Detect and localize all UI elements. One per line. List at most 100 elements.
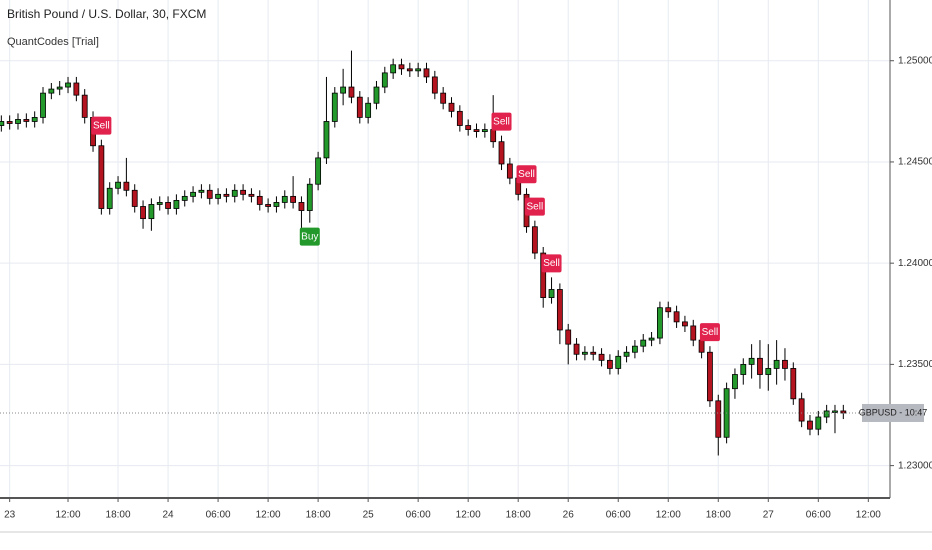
candle-body [290,195,297,203]
candle-body [807,420,813,430]
candle-body [73,82,80,96]
candle-body [640,339,647,347]
candle-body [265,204,272,207]
signal-text: Sell [543,258,560,269]
candle-body [173,200,180,209]
x-tick-label: 18:00 [706,510,731,521]
candle-body [440,92,447,104]
candle-body [732,374,738,390]
x-tick-label: 12:00 [456,510,481,521]
signal-label: Sell [516,165,537,184]
candle-body [798,398,805,422]
candle-body [623,351,630,357]
signal-box [699,323,720,342]
signal-text: Sell [493,116,510,127]
candle-body [506,163,513,179]
candle-body [481,129,488,132]
candle-body [340,86,347,94]
candle-body [415,68,422,72]
candle-body [448,102,455,112]
candle-body [456,110,463,126]
candle-body [181,195,188,201]
candle-body [748,357,755,365]
candle-body [348,86,355,98]
candle-body [498,141,505,165]
candle-body [115,181,121,189]
x-tick-label: 12:00 [56,510,81,521]
candle-body [131,189,138,207]
candle-body [315,157,322,185]
candles [0,50,847,456]
candle-body [215,193,221,199]
y-tick-label: 1.25000 [898,55,932,66]
candle-body [815,416,822,430]
x-tick-label: 23 [4,510,16,521]
candle-body [323,121,330,159]
candle-body [190,191,196,197]
candle-body [381,72,388,88]
signal-label: Sell [491,112,512,131]
candle-body [565,329,572,345]
candle-body [65,82,71,88]
signal-text: Buy [301,231,318,242]
candle-body [240,189,246,195]
candle-body [56,86,63,90]
candle-body [790,368,797,400]
candle-body [598,353,605,361]
candle-body [540,252,547,298]
candle-body [473,129,480,132]
signal-box [491,112,512,131]
candle-body [123,181,130,191]
signal-text: Sell [518,169,535,180]
signal-label: Sell [91,116,112,135]
candle-body [606,359,613,369]
candle-body [757,357,763,375]
candle-body [31,117,38,122]
x-tick-label: 18:00 [506,510,531,521]
x-tick-label: 06:00 [406,510,431,521]
candle-body [248,193,255,197]
y-tick-label: 1.24000 [898,258,932,269]
signal-box [524,197,545,216]
candle-body [273,202,280,207]
candle-body [140,206,146,220]
candle-body [406,68,413,72]
signal-text: Sell [527,201,544,212]
chart-title: British Pound / U.S. Dollar, 30, FXCM [7,7,206,21]
x-tick-label: 25 [363,510,375,521]
candle-body [682,321,688,327]
candle-body [306,183,313,211]
candle-body [823,410,830,418]
candle-body [98,145,105,209]
candle-body [740,363,747,375]
candle-body [773,359,780,369]
candle-body [281,195,288,203]
candle-body [648,337,655,341]
signal-label: Sell [541,254,562,273]
candle-body [590,351,597,355]
candle-body [657,307,663,339]
candle-body [148,204,155,220]
signal-text: Sell [93,120,110,131]
candle-body [356,96,363,118]
x-tick-label: 12:00 [256,510,281,521]
candle-body [256,195,263,205]
x-tick-label: 27 [763,510,775,521]
x-tick-label: 24 [163,510,175,521]
candle-body [156,202,163,205]
candle-body [15,119,21,124]
x-tick-label: 12:00 [656,510,681,521]
x-tick-label: 26 [563,510,575,521]
y-tick-label: 1.23500 [898,359,932,370]
x-tick-label: 18:00 [106,510,131,521]
candle-body [231,189,238,197]
candle-body [298,202,305,211]
candle-body [331,92,338,122]
price-label-box [862,403,924,422]
candle-body [81,94,88,118]
candle-body [373,86,380,104]
candle-body [531,226,538,254]
candle-body [390,64,397,74]
